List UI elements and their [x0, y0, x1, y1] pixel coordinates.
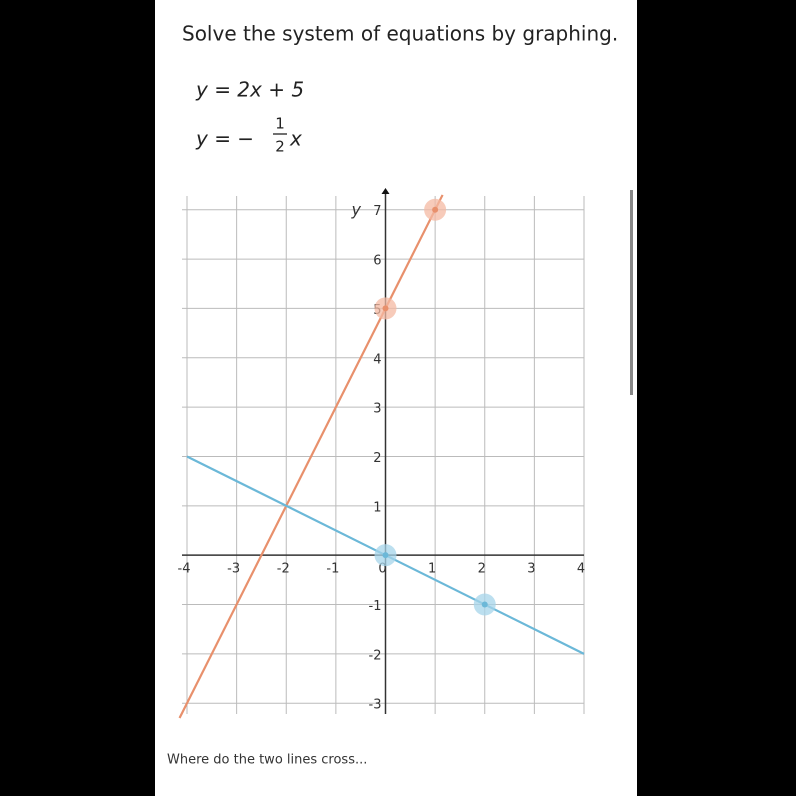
x-tick-label: -4 [178, 562, 191, 577]
y-tick-label: 6 [373, 254, 381, 269]
line [178, 194, 444, 719]
x-tick-label: 1 [428, 562, 436, 577]
axis-arrow [381, 188, 390, 194]
y-tick-label: 7 [373, 204, 381, 219]
fraction-numerator: 1 [275, 115, 285, 133]
y-tick-label: 1 [373, 500, 381, 515]
point [481, 601, 488, 608]
x-tick-label: -1 [326, 562, 339, 577]
x-tick-label: -3 [227, 562, 240, 577]
y-tick-label: -2 [369, 648, 382, 663]
fraction-denominator: 2 [275, 138, 285, 156]
equation-lhs: y = − [195, 127, 254, 151]
title: Solve the system of equations by graphin… [182, 22, 618, 46]
content-panel [155, 0, 637, 796]
x-tick-label: -2 [277, 562, 290, 577]
equation: y = 2x + 5 [195, 78, 304, 102]
point [382, 305, 389, 312]
prompt: Where do the two lines cross... [167, 753, 367, 768]
x-tick-label: 4 [577, 562, 585, 577]
x-tick-label: 0 [378, 562, 386, 577]
y-tick-label: 2 [373, 451, 381, 466]
y-tick-label: -1 [369, 599, 382, 614]
y-tick-label: 4 [373, 352, 381, 367]
scrollbar[interactable] [630, 190, 633, 395]
point [382, 552, 389, 559]
x-tick-label: 2 [478, 562, 486, 577]
x-tick-label: 3 [527, 562, 535, 577]
point [432, 206, 439, 213]
y-tick-label: 3 [373, 402, 381, 417]
equation-variable: x [289, 127, 302, 151]
y-axis-label: y [351, 200, 362, 219]
y-tick-label: -3 [369, 698, 382, 713]
